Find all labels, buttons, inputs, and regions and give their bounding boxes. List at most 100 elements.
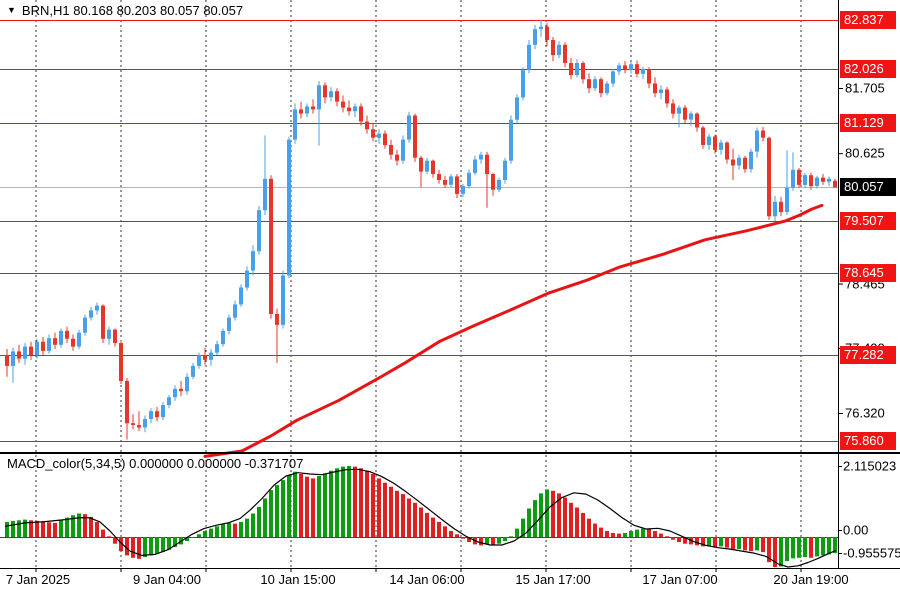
macd-bar-up [11, 520, 15, 537]
bear-candle [359, 106, 363, 122]
macd-bar-up [785, 537, 789, 562]
bear-candle [695, 113, 699, 128]
bear-candle [383, 133, 387, 146]
bull-candle [659, 89, 663, 94]
macd-bar-up [155, 537, 159, 554]
bull-candle [23, 346, 27, 359]
macd-bar-down [425, 512, 429, 537]
macd-bar-up [227, 522, 231, 537]
bull-candle [317, 85, 321, 110]
bull-candle [353, 106, 357, 112]
macd-bar-up [221, 524, 225, 537]
moving-average-line [203, 203, 824, 458]
bear-candle [551, 40, 555, 56]
bear-candle [29, 346, 33, 355]
bear-candle [155, 411, 159, 418]
macd-bar-down [395, 490, 399, 537]
macd-bar-down [299, 474, 303, 537]
macd-bar-up [257, 506, 261, 537]
bear-candle [113, 329, 117, 343]
bear-candle [389, 145, 393, 155]
panel-separator [0, 452, 900, 454]
macd-bar-down [419, 507, 423, 537]
macd-bar-up [635, 529, 639, 537]
bear-candle [485, 154, 489, 174]
bear-candle [137, 425, 141, 428]
macd-bar-up [263, 498, 267, 537]
bull-candle [59, 330, 63, 345]
candlestick-series [5, 19, 837, 440]
bear-candle [731, 159, 735, 166]
macd-bar-up [323, 473, 327, 537]
bear-candle [635, 64, 639, 74]
macd-bar-down [113, 537, 117, 544]
macd-bar-down [125, 537, 129, 556]
bear-candle [53, 338, 57, 345]
macd-bar-down [569, 502, 573, 537]
bull-candle [257, 210, 261, 252]
macd-bar-up [347, 466, 351, 537]
bull-candle [791, 169, 795, 188]
macd-bar-up [629, 531, 633, 537]
bull-candle [215, 344, 219, 353]
bear-candle [779, 201, 783, 213]
macd-bar-up [779, 537, 783, 567]
chart-title[interactable]: ▼ BRN,H1 80.168 80.203 80.057 80.057 [7, 3, 243, 18]
bull-candle [737, 157, 741, 166]
macd-bar-up [293, 471, 297, 537]
macd-bar-down [713, 537, 717, 547]
macd-bar-up [59, 520, 63, 538]
bull-candle [89, 310, 93, 318]
bear-candle [311, 106, 315, 110]
bull-candle [293, 109, 297, 140]
bear-candle [743, 157, 747, 170]
bull-candle [503, 160, 507, 180]
macd-bar-down [389, 486, 393, 538]
bull-candle [221, 330, 225, 345]
macd-bar-up [209, 528, 213, 537]
bear-candle [665, 89, 669, 104]
bear-candle [395, 154, 399, 161]
bear-candle [701, 127, 705, 145]
macd-bar-up [341, 466, 345, 537]
bear-candle [101, 305, 105, 339]
macd-bar-down [431, 517, 435, 537]
bull-candle [557, 44, 561, 56]
bull-candle [425, 160, 429, 172]
macd-bar-up [623, 533, 627, 537]
macd-bar-up [329, 470, 333, 537]
bull-candle [77, 332, 81, 347]
macd-bar-down [131, 537, 135, 558]
macd-bar-up [719, 537, 723, 547]
macd-bar-up [251, 513, 255, 537]
macd-bar-down [683, 537, 687, 544]
macd-bar-down [551, 490, 555, 537]
macd-bar-down [593, 523, 597, 537]
bull-candle [263, 178, 267, 211]
macd-bar-up [245, 518, 249, 537]
bull-candle [749, 151, 753, 170]
macd-bar-up [161, 537, 165, 553]
macd-bar-up [545, 489, 549, 537]
macd-bar-down [647, 529, 651, 537]
bull-candle [719, 142, 723, 150]
symbol-dropdown-icon[interactable]: ▼ [7, 5, 16, 15]
macd-bar-up [821, 537, 825, 556]
bull-candle [449, 176, 453, 185]
macd-bar-up [755, 537, 759, 551]
macd-bar-up [317, 476, 321, 537]
bull-candle [689, 113, 693, 120]
macd-bar-down [365, 470, 369, 537]
bull-candle [827, 178, 831, 182]
macd-bar-up [149, 537, 153, 556]
macd-bar-down [119, 537, 123, 552]
bear-candle [41, 341, 45, 351]
bull-candle [461, 186, 465, 194]
bull-candle [641, 69, 645, 74]
bull-candle [605, 83, 609, 94]
bear-candle [431, 160, 435, 174]
bear-candle [809, 175, 813, 187]
bear-candle [179, 388, 183, 392]
bull-candle [467, 172, 471, 187]
